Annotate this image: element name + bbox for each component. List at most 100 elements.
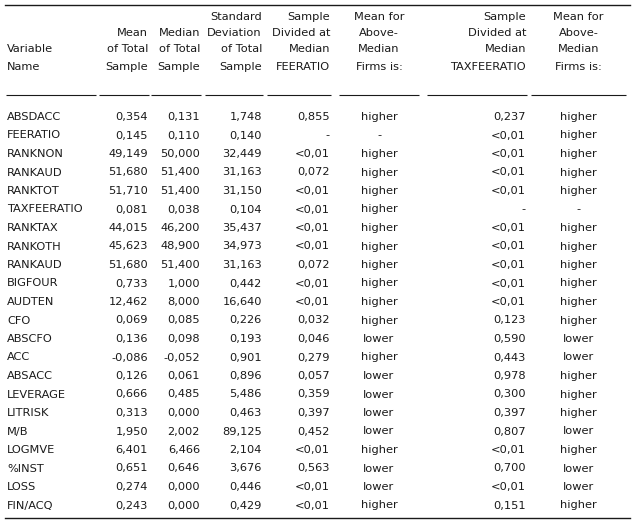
Text: <0,01: <0,01 (295, 278, 330, 289)
Text: 31,150: 31,150 (222, 186, 262, 196)
Text: Divided at: Divided at (272, 28, 330, 38)
Text: TAXFEERATIO: TAXFEERATIO (450, 62, 526, 72)
Text: Standard: Standard (211, 12, 262, 22)
Text: 16,640: 16,640 (223, 297, 262, 307)
Text: TAXFEERATIO: TAXFEERATIO (7, 204, 83, 214)
Text: BIGFOUR: BIGFOUR (7, 278, 59, 289)
Text: 50,000: 50,000 (160, 149, 200, 159)
Text: Sample: Sample (219, 62, 262, 72)
Text: 35,437: 35,437 (222, 223, 262, 233)
Text: 44,015: 44,015 (108, 223, 148, 233)
Text: Median: Median (558, 44, 599, 54)
Text: <0,01: <0,01 (491, 186, 526, 196)
Text: 0,452: 0,452 (298, 427, 330, 436)
Text: of Total: of Total (107, 44, 148, 54)
Text: <0,01: <0,01 (491, 260, 526, 270)
Text: M/B: M/B (7, 427, 29, 436)
Text: RANKAUD: RANKAUD (7, 168, 62, 178)
Text: %INST: %INST (7, 464, 44, 474)
Text: of Total: of Total (221, 44, 262, 54)
Text: 8,000: 8,000 (167, 297, 200, 307)
Text: lower: lower (563, 482, 594, 492)
Text: higher: higher (361, 186, 398, 196)
Text: LITRISK: LITRISK (7, 408, 50, 418)
Text: 31,163: 31,163 (222, 168, 262, 178)
Text: 0,072: 0,072 (298, 260, 330, 270)
Text: <0,01: <0,01 (295, 297, 330, 307)
Text: <0,01: <0,01 (295, 149, 330, 159)
Text: 0,000: 0,000 (167, 500, 200, 510)
Text: 89,125: 89,125 (222, 427, 262, 436)
Text: ABSACC: ABSACC (7, 371, 53, 381)
Text: Sample: Sample (157, 62, 200, 72)
Text: <0,01: <0,01 (295, 482, 330, 492)
Text: Above-: Above- (359, 28, 399, 38)
Text: lower: lower (363, 427, 394, 436)
Text: 0,646: 0,646 (168, 464, 200, 474)
Text: <0,01: <0,01 (491, 223, 526, 233)
Text: 49,149: 49,149 (108, 149, 148, 159)
Text: higher: higher (560, 112, 597, 122)
Text: 0,126: 0,126 (116, 371, 148, 381)
Text: lower: lower (563, 334, 594, 344)
Text: 0,081: 0,081 (115, 204, 148, 214)
Text: higher: higher (560, 408, 597, 418)
Text: 0,069: 0,069 (116, 315, 148, 325)
Text: 0,274: 0,274 (116, 482, 148, 492)
Text: 0,563: 0,563 (298, 464, 330, 474)
Text: 32,449: 32,449 (223, 149, 262, 159)
Text: 0,000: 0,000 (167, 482, 200, 492)
Text: 45,623: 45,623 (109, 242, 148, 252)
Text: 0,032: 0,032 (298, 315, 330, 325)
Text: 0,237: 0,237 (494, 112, 526, 122)
Text: 0,000: 0,000 (167, 408, 200, 418)
Text: higher: higher (560, 186, 597, 196)
Text: 0,313: 0,313 (115, 408, 148, 418)
Text: RANKNON: RANKNON (7, 149, 64, 159)
Text: Median: Median (358, 44, 400, 54)
Text: 0,057: 0,057 (298, 371, 330, 381)
Text: 51,400: 51,400 (160, 168, 200, 178)
Text: 0,397: 0,397 (494, 408, 526, 418)
Text: 0,061: 0,061 (167, 371, 200, 381)
Text: higher: higher (361, 500, 398, 510)
Text: <0,01: <0,01 (491, 168, 526, 178)
Text: 0,243: 0,243 (116, 500, 148, 510)
Text: Mean for: Mean for (553, 12, 604, 22)
Text: 0,151: 0,151 (494, 500, 526, 510)
Text: Name: Name (7, 62, 40, 72)
Text: 0,140: 0,140 (230, 130, 262, 140)
Text: higher: higher (560, 242, 597, 252)
Text: 0,901: 0,901 (230, 353, 262, 363)
Text: FIN/ACQ: FIN/ACQ (7, 500, 53, 510)
Text: RANKOTH: RANKOTH (7, 242, 62, 252)
Text: -0,052: -0,052 (163, 353, 200, 363)
Text: 2,104: 2,104 (230, 445, 262, 455)
Text: of Total: of Total (158, 44, 200, 54)
Text: Variable: Variable (7, 44, 53, 54)
Text: ACC: ACC (7, 353, 31, 363)
Text: 0,651: 0,651 (116, 464, 148, 474)
Text: Median: Median (485, 44, 526, 54)
Text: 0,193: 0,193 (230, 334, 262, 344)
Text: 0,896: 0,896 (230, 371, 262, 381)
Text: 0,110: 0,110 (167, 130, 200, 140)
Text: <0,01: <0,01 (295, 186, 330, 196)
Text: higher: higher (560, 315, 597, 325)
Text: FEERATIO: FEERATIO (276, 62, 330, 72)
Text: 0,807: 0,807 (494, 427, 526, 436)
Text: Sample: Sample (287, 12, 330, 22)
Text: 0,104: 0,104 (230, 204, 262, 214)
Text: lower: lower (363, 408, 394, 418)
Text: Sample: Sample (483, 12, 526, 22)
Text: <0,01: <0,01 (491, 278, 526, 289)
Text: 0,359: 0,359 (298, 389, 330, 399)
Text: 51,680: 51,680 (108, 168, 148, 178)
Text: RANKTAX: RANKTAX (7, 223, 59, 233)
Text: lower: lower (363, 464, 394, 474)
Text: lower: lower (563, 353, 594, 363)
Text: Median: Median (158, 28, 200, 38)
Text: higher: higher (361, 149, 398, 159)
Text: higher: higher (361, 223, 398, 233)
Text: 0,300: 0,300 (494, 389, 526, 399)
